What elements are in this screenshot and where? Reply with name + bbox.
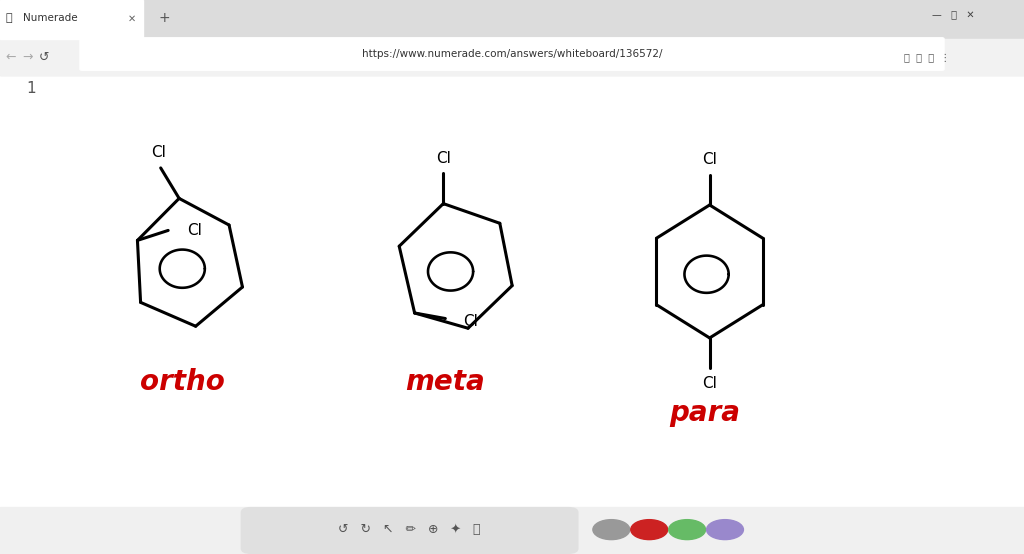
Bar <box>0 0 1024 75</box>
Text: Numerade: Numerade <box>23 13 77 23</box>
Circle shape <box>631 520 668 540</box>
Text: https://www.numerade.com/answers/whiteboard/136572/: https://www.numerade.com/answers/whitebo… <box>361 49 663 59</box>
Text: ortho: ortho <box>140 368 224 396</box>
Text: ↺   ↻   ↖   ✏   ⊕   ✦   🖼: ↺ ↻ ↖ ✏ ⊕ ✦ 🖼 <box>338 523 481 536</box>
Text: +: + <box>159 11 170 25</box>
Text: ↺: ↺ <box>39 50 49 64</box>
Text: 1: 1 <box>27 81 36 96</box>
Bar <box>0 39 1024 75</box>
Circle shape <box>593 520 630 540</box>
Text: ✕: ✕ <box>128 13 136 23</box>
Text: →: → <box>23 50 33 64</box>
Text: para: para <box>669 399 740 427</box>
Circle shape <box>707 520 743 540</box>
Circle shape <box>669 520 706 540</box>
Text: Cl: Cl <box>152 145 166 160</box>
Text: Cl: Cl <box>436 151 451 166</box>
Bar <box>0 507 1024 554</box>
Bar <box>0 75 1024 507</box>
Text: Cl: Cl <box>702 152 717 167</box>
FancyBboxPatch shape <box>80 38 944 70</box>
Text: meta: meta <box>406 368 485 396</box>
FancyBboxPatch shape <box>241 507 579 554</box>
Text: Cl: Cl <box>464 314 478 329</box>
Text: Cl: Cl <box>187 223 202 238</box>
Text: —   ⬜   ✕: — ⬜ ✕ <box>932 9 975 19</box>
Text: Cl: Cl <box>702 376 717 391</box>
Text: ←: ← <box>5 50 15 64</box>
Bar <box>0 0 143 39</box>
Text: 🔵: 🔵 <box>5 13 11 23</box>
Text: ⭐  📷  👤  ⋮: ⭐ 📷 👤 ⋮ <box>904 52 950 62</box>
